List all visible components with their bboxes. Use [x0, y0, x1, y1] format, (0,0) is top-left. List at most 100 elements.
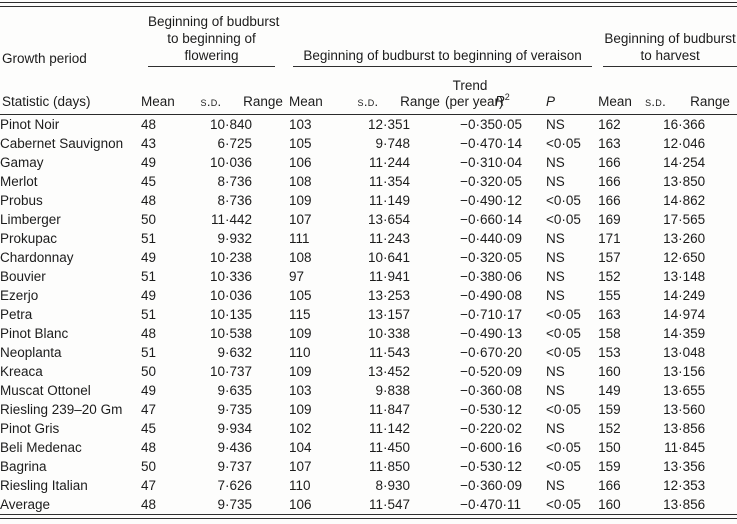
cell-veraison-p: NS	[546, 363, 565, 379]
cell-veraison-p: NS	[546, 116, 565, 132]
cell-veraison-sd: 11·4	[368, 439, 396, 455]
cell-harvest-sd: 12·3	[663, 477, 691, 493]
row-label: Pinot Gris	[0, 420, 60, 436]
cell-veraison-mean: 102	[289, 420, 312, 436]
statistic-days-label: Statistic (days)	[2, 93, 91, 109]
cell-veraison-trend: −0·36	[460, 477, 496, 493]
cell-flowering-sd: 10·3	[209, 268, 237, 284]
cell-harvest-mean: 155	[598, 287, 621, 303]
cell-veraison-trend: −0·71	[460, 306, 496, 322]
cell-veraison-range: 47	[395, 401, 411, 417]
cell-harvest-mean: 169	[598, 211, 621, 227]
cell-flowering-sd: 9·4	[217, 439, 237, 455]
cell-harvest-sd: 13·1	[663, 268, 691, 284]
cell-veraison-r2: 0·12	[495, 192, 523, 208]
cell-veraison-trend: −0·67	[460, 344, 496, 360]
column-header-sd-harvest: s.d.	[645, 67, 691, 115]
table-row: Neoplanta 51 9·6 32 110 11·5 43 −0·67 0·20 <0·05 1…	[0, 343, 737, 362]
cell-harvest-mean: 157	[598, 249, 621, 265]
cell-veraison-sd: 12·3	[367, 116, 396, 132]
cell-veraison-trend: −0·53	[460, 458, 496, 474]
row-label: Merlot	[0, 173, 38, 189]
cell-veraison-range: 54	[395, 173, 411, 189]
group-header-harvest: Beginning of budburst to harvest	[598, 7, 737, 67]
sub-header-row: Mean s.d. Range Mean s.d. Range Trend (p…	[0, 67, 737, 115]
cell-veraison-p: <0·05	[546, 496, 581, 512]
row-label: Cabernet Sauvignon	[0, 135, 124, 151]
cell-flowering-range: 42	[237, 211, 253, 227]
column-header-sd-flowering: s.d.	[185, 67, 237, 115]
cell-flowering-range: 35	[237, 401, 253, 417]
corner-header-cell: Growth period Statistic (days)	[0, 7, 141, 115]
cell-veraison-sd: 11·8	[368, 401, 396, 417]
cell-veraison-trend: −0·35	[460, 116, 496, 132]
cell-veraison-sd: 11·3	[368, 173, 396, 189]
cell-veraison-trend: −0·47	[460, 496, 496, 512]
cell-harvest-mean: 163	[598, 135, 621, 151]
cell-veraison-trend: −0·60	[460, 439, 496, 455]
cell-harvest-sd: 17·5	[663, 211, 691, 227]
cell-flowering-mean: 50	[141, 211, 157, 227]
cell-flowering-sd: 9·9	[217, 230, 237, 246]
cell-harvest-mean: 166	[598, 154, 621, 170]
cell-harvest-sd: 14·8	[663, 192, 691, 208]
cell-veraison-r2: 0·09	[495, 363, 523, 379]
cell-flowering-sd: 9·6	[217, 344, 237, 360]
cell-veraison-r2: 0·08	[495, 287, 523, 303]
table-row: Muscat Ottonel 49 9·6 35 103 9·8 38 −0·36 0·08 NS…	[0, 381, 737, 400]
cell-veraison-sd: 13·4	[367, 363, 396, 379]
cell-veraison-r2: 0·05	[495, 116, 523, 132]
cell-flowering-range: 38	[237, 325, 253, 341]
table-row: Pinot Blanc 48 10·5 38 109 10·3 38 −0·49 0·13 <0·…	[0, 324, 737, 343]
cell-veraison-p: <0·05	[546, 306, 581, 322]
cell-harvest-mean: 166	[598, 173, 621, 189]
cell-veraison-range: 54	[395, 211, 411, 227]
cell-flowering-mean: 48	[141, 496, 157, 512]
cell-harvest-sd: 13·5	[663, 401, 691, 417]
table-row: Limberger 50 11·4 42 107 13·6 54 −0·66 0·14 <0·05…	[0, 210, 737, 229]
cell-veraison-p: <0·05	[546, 211, 581, 227]
cell-flowering-range: 36	[237, 154, 253, 170]
row-label: Beli Medenac	[0, 439, 82, 455]
cell-veraison-mean: 104	[289, 439, 312, 455]
cell-veraison-range: 44	[395, 154, 411, 170]
cell-harvest-sd: 12·6	[663, 249, 691, 265]
cell-flowering-mean: 49	[141, 154, 157, 170]
cell-harvest-range: 45	[690, 439, 706, 455]
cell-veraison-sd: 11·5	[368, 496, 396, 512]
cell-veraison-trend: −0·66	[460, 211, 496, 227]
cell-flowering-sd: 9·6	[217, 382, 237, 398]
row-label: Pinot Noir	[0, 116, 60, 132]
cell-harvest-range: 59	[690, 325, 706, 341]
table-row: Cabernet Sauvignon 43 6·7 25 105 9·7 48 −0·47 0·…	[0, 134, 737, 153]
cell-veraison-range: 51	[395, 116, 411, 132]
cell-veraison-sd: 13·1	[367, 306, 396, 322]
cell-veraison-range: 47	[395, 496, 411, 512]
cell-veraison-p: NS	[546, 154, 565, 170]
row-label: Kreaca	[0, 363, 43, 379]
cell-veraison-sd: 11·2	[368, 230, 396, 246]
cell-flowering-mean: 49	[141, 249, 157, 265]
cell-flowering-range: 36	[237, 439, 253, 455]
cell-veraison-sd: 9·7	[375, 135, 396, 151]
table-row: Gamay 49 10·0 36 106 11·2 44 −0·31 0·04 NS 166 14·2…	[0, 153, 737, 172]
cell-flowering-sd: 10·8	[209, 116, 237, 132]
cell-veraison-mean: 97	[289, 268, 305, 284]
cell-harvest-range: 60	[690, 230, 706, 246]
growth-period-label: Growth period	[2, 50, 87, 66]
cell-flowering-mean: 49	[141, 287, 157, 303]
row-label: Neoplanta	[0, 344, 62, 360]
cell-veraison-r2: 0·12	[495, 458, 523, 474]
table-top-rule	[0, 2, 737, 7]
cell-veraison-p: NS	[546, 382, 565, 398]
cell-flowering-mean: 45	[141, 173, 157, 189]
cell-harvest-range: 66	[690, 116, 706, 132]
cell-flowering-mean: 48	[141, 325, 157, 341]
cell-veraison-sd: 8·9	[375, 477, 396, 493]
cell-veraison-r2: 0·05	[495, 173, 523, 189]
cell-harvest-sd: 14·9	[663, 306, 691, 322]
table-row: Riesling 239–20 Gm 47 9·7 35 109 11·8 47 −0·53 0…	[0, 400, 737, 419]
cell-veraison-r2: 0·04	[495, 154, 523, 170]
cell-veraison-mean: 106	[289, 496, 312, 512]
column-header-range-veraison: Range	[395, 67, 446, 115]
